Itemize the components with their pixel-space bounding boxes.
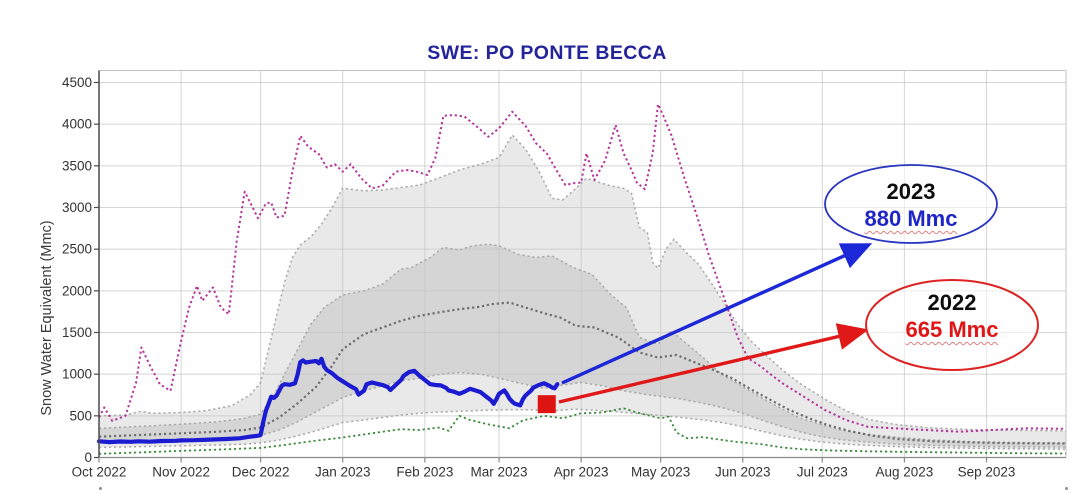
series-p90 xyxy=(98,134,1067,432)
callout-2022-value: 665 Mmc xyxy=(905,317,999,342)
ellipse-2022 xyxy=(865,279,1039,371)
x-tick-label: Jun 2023 xyxy=(715,465,771,480)
series-historical-min xyxy=(98,407,1067,455)
y-tick-label: 1500 xyxy=(62,325,92,340)
y-tick-label: 4500 xyxy=(62,75,92,90)
x-tick-label: Dec 2022 xyxy=(232,465,290,480)
y-tick-label: 2000 xyxy=(62,283,92,298)
series-median xyxy=(98,301,1067,445)
x-tick-label: Feb 2023 xyxy=(396,465,453,480)
x-tick-label: Mar 2023 xyxy=(471,465,528,480)
callout-2023: 2023 880 Mmc xyxy=(801,178,1021,232)
callout-2023-value: 880 Mmc xyxy=(864,206,958,231)
callout-2022: 2022 665 Mmc xyxy=(842,289,1062,343)
series-season-2022-2023 xyxy=(96,356,560,445)
x-tick-label: Oct 2022 xyxy=(72,465,127,480)
y-tick-label: 3500 xyxy=(62,158,92,173)
y-tick-label: 500 xyxy=(69,408,92,423)
x-tick-label: Apr 2023 xyxy=(554,465,609,480)
x-tick-label: Jan 2023 xyxy=(315,465,371,480)
y-tick-label: 1000 xyxy=(62,367,92,382)
ellipse-2023 xyxy=(824,164,998,244)
x-tick-label: Aug 2023 xyxy=(875,465,933,480)
callout-2022-year: 2022 xyxy=(927,290,977,315)
arrow-to-2023-callout xyxy=(561,243,873,385)
x-tick-label: May 2023 xyxy=(631,465,690,480)
band-p75-p25 xyxy=(99,244,1066,448)
arrow-to-2022-callout xyxy=(558,323,869,404)
series-p75 xyxy=(98,243,1067,444)
x-tick-label: Sep 2023 xyxy=(958,465,1016,480)
x-tick-label: Nov 2022 xyxy=(152,465,210,480)
marker-2022-square xyxy=(537,395,556,414)
stray-mark xyxy=(99,487,102,490)
x-tick-label: Jul 2023 xyxy=(797,465,848,480)
y-tick-label: 3000 xyxy=(62,200,92,215)
callout-2023-year: 2023 xyxy=(886,179,936,204)
y-tick-label: 4000 xyxy=(62,117,92,132)
series-p10 xyxy=(98,408,1067,450)
y-tick-label: 0 xyxy=(84,450,92,465)
stray-mark xyxy=(1065,487,1068,490)
chart-title: SWE: PO PONTE BECCA xyxy=(427,42,667,64)
y-tick-label: 2500 xyxy=(62,242,92,257)
